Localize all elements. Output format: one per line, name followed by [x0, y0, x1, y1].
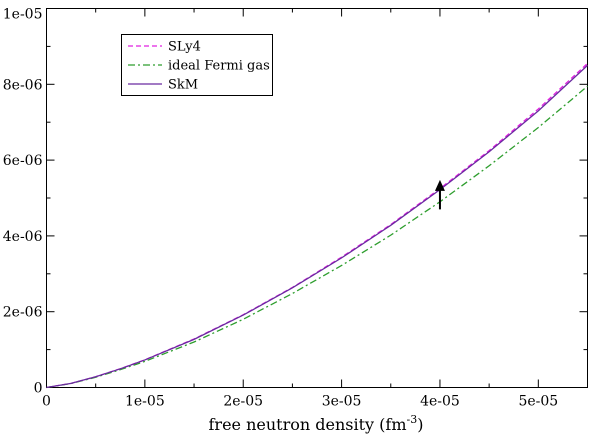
- y-tick-label: 0: [34, 381, 43, 397]
- legend-items: SLy4 ideal Fermi gas SkM: [128, 40, 270, 93]
- x-tick-label: 1e-05: [125, 394, 165, 410]
- series-line-ideal-fermi-gas: [46, 85, 588, 389]
- y-tick-label: 8e-06: [3, 77, 43, 93]
- series-line-skm: [46, 64, 588, 389]
- annotations: [434, 179, 445, 210]
- x-axis-label-text: free neutron density (fm: [209, 415, 407, 434]
- tick-labels: 0 1e-05 2e-05 3e-05 4e-05 5e-05 0 2e-06 4e-06 6e-…: [3, 7, 558, 410]
- legend-label: SkM: [168, 78, 198, 93]
- series-line-sly4: [46, 62, 588, 389]
- legend-label: ideal Fermi gas: [168, 59, 270, 74]
- x-tick-label: 2e-05: [223, 394, 263, 410]
- y-tick-label: 6e-06: [3, 153, 43, 169]
- legend: SLy4 ideal Fermi gas SkM: [121, 34, 273, 96]
- y-tick-label: 4e-06: [3, 229, 43, 245]
- x-axis-label-superscript: -3: [407, 413, 418, 426]
- y-tick-label: 2e-06: [3, 305, 43, 321]
- axis-ticks: [46, 8, 588, 388]
- x-tick-label: 4e-05: [420, 394, 460, 410]
- x-tick-label: 3e-05: [322, 394, 362, 410]
- legend-label: SLy4: [168, 40, 201, 55]
- arrow-head: [434, 179, 445, 191]
- x-tick-label: 0: [42, 394, 51, 410]
- x-axis-label-suffix: ): [417, 415, 423, 434]
- x-axis-label: free neutron density (fm-3): [209, 413, 424, 434]
- y-tick-label: 1e-05: [3, 7, 43, 23]
- series-lines: [46, 62, 588, 389]
- x-tick-label: 5e-05: [518, 394, 558, 410]
